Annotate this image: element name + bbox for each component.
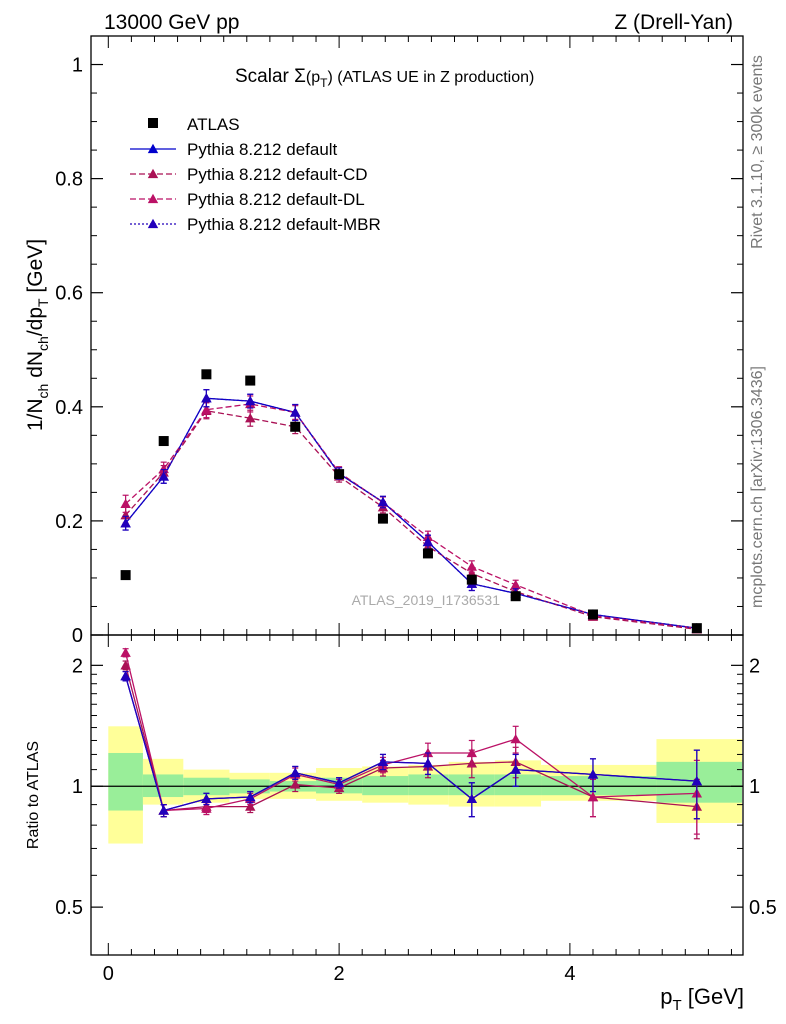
ratio-mbr-point [422, 758, 434, 768]
main-title: Scalar Σ(pT) (ATLAS UE in Z production) [235, 66, 534, 90]
ratio-mbr-point [691, 775, 703, 786]
main-y-tick-label: 1 [72, 55, 83, 77]
x-axis-label: pT [GeV] [660, 984, 744, 1014]
ratio-dl-point [510, 733, 521, 744]
header-energy: 13000 GeV pp [104, 11, 239, 34]
main-data-point [587, 609, 598, 620]
analysis-watermark: ATLAS_2019_I1736531 [352, 592, 501, 608]
x-tick-label: 4 [564, 963, 575, 985]
legend-cd-label: Pythia 8.212 default-CD [187, 165, 368, 184]
ratio-cd-point [120, 660, 131, 670]
main-data-point [510, 591, 521, 602]
main-mbr-point [422, 536, 434, 547]
main-data-point [377, 513, 388, 524]
ratio-plot-frame [90, 634, 744, 956]
ratio-cd-line [124, 665, 697, 812]
main-y-tick-label: 0.8 [55, 169, 83, 191]
ratio-mbr-point [377, 756, 389, 767]
ratio-y-tick-label: 2 [72, 655, 83, 677]
x-tick-label: 2 [334, 963, 345, 985]
ratio-band-inner [408, 774, 449, 796]
legend-atlas-label: ATLAS [187, 115, 240, 134]
legend-dl-label: Pythia 8.212 default-DL [187, 190, 365, 209]
ratio-y-axis-label: Ratio to ATLAS [25, 741, 42, 849]
ratio-dl-point [466, 747, 478, 758]
main-mbr-point [377, 496, 389, 507]
main-data-point [691, 623, 702, 634]
main-mbr-point [158, 471, 169, 481]
ratio-dl-point [120, 647, 131, 657]
ratio-y-tick-label: 0.5 [55, 897, 83, 919]
ratio-y-tick-label-right: 2 [749, 655, 760, 677]
main-dl-point [466, 561, 478, 571]
ratio-mbr-point [245, 791, 256, 802]
main-data-point [290, 421, 301, 432]
main-cd-point [120, 510, 131, 520]
legend-mbr-label: Pythia 8.212 default-MBR [187, 215, 381, 234]
main-dl-point [201, 404, 212, 414]
ratio-mbr-point [120, 670, 131, 681]
ratio-mbr-point [290, 767, 301, 777]
legend-cd-marker [147, 168, 159, 179]
ratio-mbr-line [124, 675, 697, 812]
ratio-y-tick-label: 1 [72, 776, 83, 798]
main-mbr-point [120, 517, 131, 528]
ratio-mbr-point [201, 793, 212, 804]
ratio-dl-line [124, 652, 697, 812]
ratio-mbr-point [466, 793, 478, 804]
legend-default-label: Pythia 8.212 default [187, 140, 338, 159]
main-mbr-point [290, 407, 301, 417]
main-dl-point [158, 463, 169, 474]
main-mbr-point [245, 395, 256, 406]
ratio-band-inner [108, 752, 143, 811]
main-dl-point [510, 579, 521, 589]
main-data-point [466, 574, 477, 585]
ratio-mbr-point [158, 805, 169, 815]
legend: ATLAS Pythia 8.212 default Pythia 8.212 de… [130, 115, 381, 234]
main-data-point [120, 570, 131, 581]
ratio-dl-point [587, 791, 599, 802]
ratio-cd-point [290, 779, 301, 789]
main-y-axis-label: 1/Nch dNch/dpT [GeV] [24, 239, 51, 431]
legend-atlas-marker [148, 118, 158, 128]
main-data-point [422, 548, 433, 559]
ratio-y-tick-label-right: 1 [749, 776, 760, 798]
x-tick-label: 0 [103, 963, 114, 985]
ratio-band-inner [494, 774, 542, 796]
rivet-label: Rivet 3.1.10, ≥ 300k events [749, 55, 766, 249]
ratio-mbr-point [333, 777, 345, 787]
ratio-y-tick-label-right: 0.5 [749, 897, 777, 919]
main-y-tick-label: 0.2 [55, 511, 83, 533]
main-y-tick-label: 0.4 [55, 397, 83, 419]
main-mbr-line [125, 397, 697, 629]
main-cd-line [125, 410, 697, 630]
ratio-cd-point [245, 801, 256, 811]
header-process: Z (Drell-Yan) [614, 11, 733, 34]
legend-dl-marker [147, 193, 159, 204]
main-y-tick-label: 0.6 [55, 283, 83, 305]
main-dl-point [120, 498, 131, 508]
mcplots-label: mcplots.cern.ch [arXiv:1306.3436] [749, 366, 766, 608]
main-cd-point [245, 413, 256, 423]
main-data-point [201, 369, 212, 380]
main-y-tick-label: 0 [72, 625, 83, 647]
main-data-point [245, 375, 256, 386]
main-data-point [158, 436, 169, 447]
legend-default-marker [147, 143, 159, 154]
main-data-point [334, 469, 345, 480]
ratio-dl-point [201, 803, 212, 813]
main-mbr-point [201, 393, 212, 403]
legend-mbr-marker [147, 218, 159, 229]
ratio-mbr-point [510, 764, 521, 774]
ratio-mbr-point [587, 769, 599, 779]
